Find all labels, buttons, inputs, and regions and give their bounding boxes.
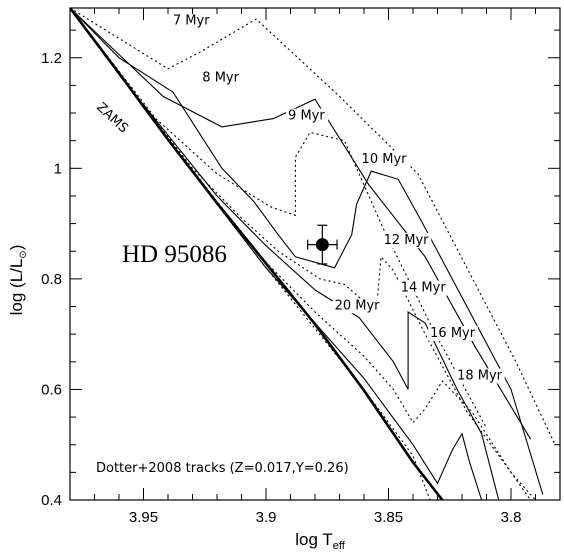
axes-frame: 3.95 3.9 3.85 3.8 0.4 0.6 0.8 1 1.2: [41, 7, 561, 526]
x-axis-label: log Teff: [295, 530, 345, 552]
isochrone-line-16-myr: [70, 8, 532, 500]
zams-layer: [70, 8, 444, 500]
isochrone-label-bg: [381, 233, 432, 249]
isochrone-line-7-myr: [70, 8, 556, 445]
isochrone-label: 7 Myr: [173, 14, 210, 29]
x-tick-label: 3.85: [374, 509, 403, 526]
isochrone-label-bg: [428, 325, 478, 341]
isochrone-line-14-myr: [70, 8, 500, 500]
isochrone-line-9-myr: [70, 8, 487, 429]
star-name-label: HD 95086: [122, 241, 227, 268]
isochrone-label-bg: [455, 368, 505, 384]
y-tick-label: 1: [54, 160, 62, 177]
tracks-note: Dotter+2008 tracks (Z=0.017,Y=0.26): [96, 461, 349, 476]
y-tick-label: 0.8: [41, 271, 62, 288]
isochrone-label: 12 Myr: [384, 233, 430, 248]
isochrone-label: 18 Myr: [457, 368, 503, 383]
zams-label: ZAMS: [93, 100, 130, 136]
x-tick-label: 3.8: [501, 509, 522, 526]
isochrone-line-10-myr: [70, 8, 544, 495]
isochrone-label-bg: [332, 298, 383, 314]
x-tick-label: 3.95: [129, 509, 158, 526]
y-tick-label: 0.4: [41, 492, 62, 509]
isochrone-label: 16 Myr: [430, 326, 476, 341]
zams-line: [70, 8, 444, 500]
isochrone-label: 20 Myr: [335, 298, 381, 313]
y-axis-label: log (L/L⊙): [7, 245, 29, 316]
y-tick-label: 1.2: [41, 50, 62, 67]
isochrone-label-layer: 7 Myr 8 Myr 9 Myr 10 Myr 12 Myr 14 Myr 16 Myr 1…: [170, 13, 505, 384]
isochrone-label: 10 Myr: [362, 152, 408, 167]
isochrone-label: 14 Myr: [401, 281, 447, 296]
isochrone-line-20-myr: [70, 8, 431, 500]
star-point: [315, 238, 329, 252]
isochrone-label: 8 Myr: [202, 71, 239, 86]
isochrone-label-bg: [359, 151, 410, 167]
x-tick-label: 3.9: [256, 509, 277, 526]
isochrone-label-bg: [170, 13, 213, 29]
y-tick-label: 0.6: [41, 381, 62, 398]
isochrone-label-bg: [398, 280, 449, 296]
isochrone-label-bg: [200, 70, 243, 86]
star-marker-layer: [307, 224, 338, 265]
isochrone-label-bg: [286, 108, 329, 124]
isochrone-label: 9 Myr: [288, 109, 325, 124]
